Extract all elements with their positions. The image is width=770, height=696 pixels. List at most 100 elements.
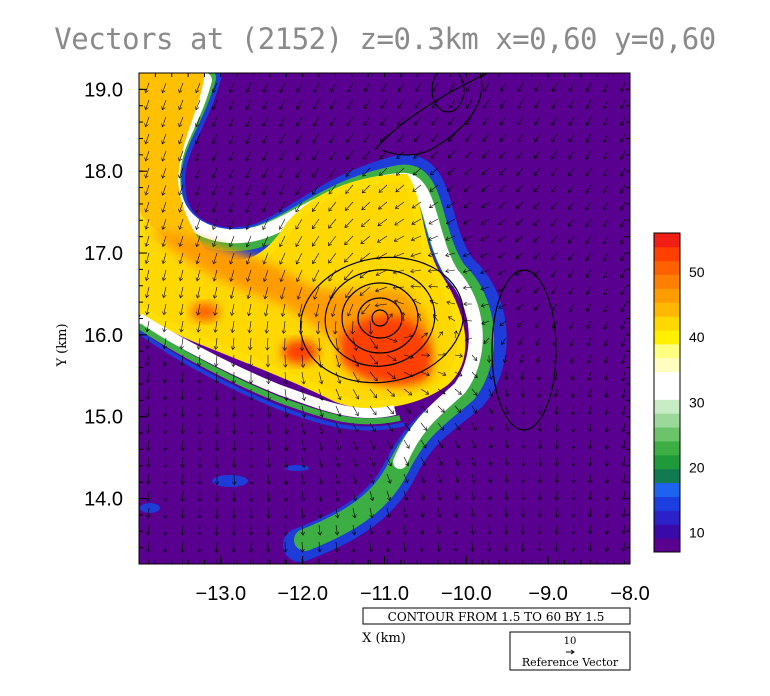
wind-vector-head <box>621 513 627 518</box>
wind-vector <box>429 300 439 305</box>
wind-vector-head <box>520 548 526 552</box>
wind-vector <box>588 371 592 381</box>
wind-vector <box>318 490 322 502</box>
wind-vector-head <box>319 446 324 451</box>
wind-vector-head <box>278 191 283 196</box>
wind-vector <box>197 303 201 316</box>
wind-vector <box>376 269 388 276</box>
wind-vector-head <box>620 359 626 364</box>
wind-vector-head <box>588 479 593 484</box>
wind-vector-head <box>144 140 149 145</box>
wind-vector <box>586 286 592 295</box>
wind-vector-head <box>196 311 201 316</box>
wind-vector <box>284 388 287 401</box>
wind-vector <box>369 490 374 501</box>
wind-vector <box>420 507 424 518</box>
wind-vector-head <box>504 513 509 518</box>
wind-vector-head <box>283 566 287 569</box>
wind-vector-head <box>262 225 267 230</box>
wind-vector <box>538 388 541 398</box>
wind-vector-head <box>197 498 202 502</box>
wind-vector-head <box>283 548 288 553</box>
wind-vector <box>505 490 508 501</box>
contour-north-2 <box>381 73 483 156</box>
wind-vector-head <box>263 312 269 317</box>
wind-vector <box>605 388 609 398</box>
wind-vector <box>606 524 609 535</box>
wind-vector <box>603 184 609 194</box>
colorbar-tick-label: 30 <box>689 394 705 410</box>
wind-vector-head <box>300 531 305 536</box>
wind-vector <box>505 507 507 518</box>
wind-vector <box>212 99 218 110</box>
wind-vector-head <box>403 513 408 518</box>
wind-vector-head <box>585 121 590 126</box>
wind-vector <box>296 269 303 282</box>
wind-vector-head <box>297 313 302 318</box>
wind-vector <box>301 473 305 485</box>
wind-vector <box>360 235 371 244</box>
wind-vector-head <box>249 447 254 452</box>
wind-vector <box>262 235 269 247</box>
wind-vector <box>346 133 354 143</box>
wind-vector-head <box>489 392 494 397</box>
wind-vector-head <box>445 236 450 241</box>
wind-vector <box>347 303 354 317</box>
wind-vector-head <box>386 566 390 569</box>
wind-vector <box>431 133 439 142</box>
wind-vector <box>555 388 558 398</box>
wind-vector-head <box>145 548 151 553</box>
wind-vector-head <box>453 565 457 568</box>
wind-vector-head <box>465 137 470 142</box>
wind-vector-head <box>283 497 289 502</box>
wind-vector-head <box>481 320 486 325</box>
wind-vector-head <box>161 277 167 282</box>
reference-vector-arrowhead <box>570 649 575 655</box>
wind-vector <box>480 252 490 258</box>
wind-vector-head <box>245 191 250 196</box>
wind-vector-head <box>423 332 428 337</box>
wind-vector <box>335 524 338 535</box>
wind-vector <box>212 133 218 144</box>
wind-vector-head <box>262 260 267 265</box>
wind-vector-head <box>300 514 306 519</box>
wind-vector-head <box>446 300 451 305</box>
wind-vector-head <box>466 87 471 92</box>
wind-vector <box>621 320 626 330</box>
wind-vector <box>162 82 167 93</box>
wind-vector-head <box>369 514 374 519</box>
wind-vector-head <box>603 342 608 347</box>
wind-vector-head <box>554 411 559 416</box>
wind-vector-head <box>230 346 236 351</box>
wind-vector <box>318 524 321 536</box>
wind-vector-head <box>229 260 234 265</box>
wind-vector-head <box>499 138 504 143</box>
wind-vector <box>335 405 341 417</box>
wind-vector-head <box>144 294 150 299</box>
wind-vector-head <box>300 566 304 569</box>
wind-vector-head <box>279 88 284 93</box>
wind-vector <box>229 235 235 247</box>
wind-vector-head <box>245 122 250 128</box>
wind-vector <box>178 133 184 144</box>
wind-vector-head <box>520 513 526 518</box>
contour-1 <box>299 256 465 384</box>
wind-vector <box>463 252 473 257</box>
wind-vector <box>533 218 541 226</box>
wind-vector-head <box>538 565 542 568</box>
wind-vector <box>420 388 429 395</box>
wind-vector-head <box>245 174 250 179</box>
wind-vector-head <box>144 259 150 264</box>
wind-vector-head <box>621 411 626 416</box>
wind-vector <box>411 218 422 225</box>
wind-vector-head <box>588 496 593 501</box>
wind-vector-head <box>427 252 432 258</box>
wind-vector <box>381 82 388 92</box>
wind-vector-head <box>388 313 393 318</box>
wind-vector-head <box>585 172 590 177</box>
wind-vector <box>430 150 439 159</box>
wind-vector <box>335 456 340 468</box>
wind-vector <box>448 99 456 109</box>
wind-vector-head <box>430 171 435 176</box>
wind-vector-head <box>249 566 253 569</box>
